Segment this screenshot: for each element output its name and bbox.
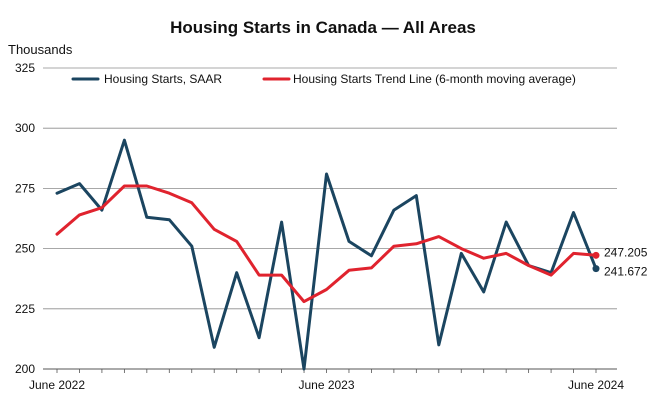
legend-trend-label: Housing Starts Trend Line (6-month movin…: [293, 72, 576, 86]
y-tick-label-225: 225: [15, 302, 35, 316]
x-tick-label-2022-06: June 2022: [29, 378, 85, 392]
series-saar-line: [55, 138, 598, 371]
end-label-trend: 247.205: [604, 245, 648, 259]
end-value-labels: 247.205 241.672: [604, 245, 648, 278]
end-label-saar: 241.672: [604, 265, 648, 279]
y-tick-label-325: 325: [15, 61, 35, 75]
gridlines: [43, 67, 617, 370]
x-axis-tick-labels: June 2022 June 2023 June 2024: [29, 378, 624, 392]
y-tick-label-250: 250: [15, 242, 35, 256]
y-axis-tick-labels: 200 225 250 275 300 325: [15, 61, 35, 376]
series-trend-end-point: [592, 251, 600, 259]
legend-saar-label: Housing Starts, SAAR: [104, 72, 222, 86]
y-tick-label-300: 300: [15, 121, 35, 135]
y-tick-label-200: 200: [15, 362, 35, 376]
x-axis: [56, 369, 597, 373]
series-saar-end-point: [592, 265, 600, 273]
x-tick-label-2024-06: June 2024: [568, 378, 624, 392]
chart-title: Housing Starts in Canada — All Areas: [170, 18, 476, 37]
data-series: [55, 138, 600, 371]
y-axis-unit-label: Thousands: [8, 42, 73, 57]
y-tick-label-275: 275: [15, 181, 35, 195]
x-tick-label-2023-06: June 2023: [298, 378, 354, 392]
series-trend-line: [55, 184, 598, 304]
legend: Housing Starts, SAAR Housing Starts Trend…: [71, 72, 576, 86]
